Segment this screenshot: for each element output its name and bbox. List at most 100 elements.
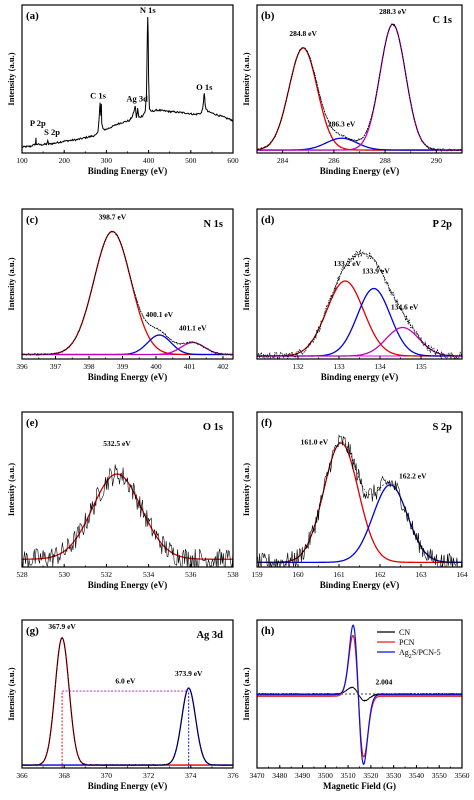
x-tick-label: 398 (83, 362, 95, 371)
g-factor-label: 2.004 (375, 677, 392, 686)
panel-c: 398.7 eV 400.1 eV 401.1 eV N 1s 396 397 398 399… (6, 208, 234, 382)
peak-annotation-1: 161.0 eV (301, 438, 329, 447)
x-tick-label: 399 (117, 362, 129, 371)
x-tick-label: 400 (143, 156, 155, 165)
survey-line (22, 16, 233, 149)
raw-spectrum (22, 230, 233, 357)
fit-envelope (257, 23, 462, 151)
x-tick-label: 100 (16, 156, 28, 165)
y-axis-label: Intensity (a.u.) (241, 667, 251, 720)
plot-area (22, 464, 233, 567)
x-tick-label: 162 (374, 570, 386, 579)
peak-label-n-1s: N 1s (140, 5, 157, 15)
plot-frame (21, 208, 234, 360)
fit-envelope (22, 231, 233, 355)
x-tick-label: 3540 (409, 771, 424, 780)
plot-frame (256, 411, 463, 568)
x-tick-label: 290 (431, 156, 443, 165)
peak-annotation-3: 288.3 eV (379, 7, 407, 16)
peak-annotation-3: 134.6 eV (391, 303, 419, 312)
x-tick-label: 396 (16, 362, 28, 371)
x-tick-label: 600 (227, 156, 239, 165)
peak-label-ag-3d: Ag 3d (126, 94, 148, 104)
panel-letter: (a) (26, 10, 39, 22)
x-tick-label: 163 (415, 570, 427, 579)
plot-area (22, 636, 233, 768)
x-tick-label: 3480 (272, 771, 287, 780)
legend-label: Ag2S/PCN-5 (399, 648, 441, 660)
x-axis-label: Binding Energy (eV) (88, 781, 168, 791)
x-tick-label: 536 (185, 570, 197, 579)
fit-peak-133.85 (257, 287, 462, 357)
panel-title: Ag 3d (196, 630, 223, 641)
panel-f: 161.0 eV 162.2 eV S 2p 159 160 161 162 163 164 Bi… (241, 411, 468, 590)
peak-annotation-1: 398.7 eV (99, 213, 127, 222)
panel-title: N 1s (203, 219, 223, 230)
fit-peak-288.3 (257, 23, 462, 151)
x-tick-label: 159 (251, 570, 263, 579)
x-tick-label: 534 (143, 570, 155, 579)
x-tick-label: 528 (16, 570, 28, 579)
x-tick-label: 366 (16, 771, 28, 780)
y-axis-label: Intensity (a.u.) (241, 52, 251, 105)
raw-spectrum (257, 249, 462, 359)
y-axis-label: Intensity (a.u.) (241, 257, 251, 310)
x-tick-label: 133 (333, 362, 345, 371)
x-tick-label: 372 (143, 771, 155, 780)
x-tick-label: 3500 (318, 771, 333, 780)
series-cn (257, 686, 462, 702)
panel-letter: (e) (26, 417, 39, 429)
panel-letter: (b) (261, 10, 275, 22)
x-axis-label: Binding Energy (eV) (88, 372, 168, 382)
x-tick-label: 286 (328, 156, 340, 165)
y-axis-label: Intensity (a.u.) (241, 463, 251, 516)
x-tick-label: 538 (227, 570, 239, 579)
peak-annotation-2: 162.2 eV (399, 472, 427, 481)
x-tick-label: 164 (456, 570, 468, 579)
panel-letter: (f) (261, 417, 272, 429)
x-tick-label: 300 (101, 156, 113, 165)
y-axis-label: Intensity (a.u.) (6, 257, 16, 310)
x-tick-label: 370 (101, 771, 113, 780)
x-tick-label: 132 (292, 362, 304, 371)
x-tick-label: 200 (59, 156, 71, 165)
peak-annotation-1: 532.5 eV (103, 439, 131, 448)
x-tick-label: 500 (185, 156, 197, 165)
plot-area (22, 230, 233, 357)
x-tick-label: 134 (374, 362, 386, 371)
peak-annotation-2: 400.1 eV (146, 310, 174, 319)
plot-area (22, 16, 233, 149)
x-tick-label: 161 (333, 570, 345, 579)
fit-peak-133.15 (257, 280, 462, 357)
peak-annotation-2: 133.9 eV (362, 267, 390, 276)
panel-g: 367.9 eV 373.9 eV 6.0 eV Ag 3d 366 368 370 372 3… (6, 619, 239, 791)
peak-annotation-2: 373.9 eV (175, 669, 203, 678)
legend-label: CN (399, 628, 410, 637)
fit-peak-532.5 (22, 473, 233, 560)
plot-area (257, 23, 462, 153)
x-tick-label: 400 (150, 362, 162, 371)
x-tick-label: 374 (185, 771, 197, 780)
x-axis-label: Binding Energy (eV) (320, 580, 400, 590)
peak-label-s-2p: S 2p (44, 127, 60, 137)
panel-b: 284.8 eV 286.3 eV 288.3 eV C 1s 284 286 288 290… (241, 4, 463, 176)
fit-peak-161.05 (257, 442, 462, 563)
plot-area (257, 249, 462, 359)
panel-title: S 2p (432, 422, 452, 433)
x-tick-label: 3490 (295, 771, 310, 780)
x-tick-label: 3510 (341, 771, 356, 780)
fit-peak-284.8 (257, 47, 462, 151)
peak-label-c-1s: C 1s (90, 91, 107, 101)
x-tick-label: 532 (101, 570, 113, 579)
legend-label: PCN (399, 638, 415, 647)
plot-frame (21, 619, 234, 769)
peak-annotation-1: 367.9 eV (48, 622, 76, 631)
plot-frame (256, 4, 463, 154)
plot-area (257, 434, 462, 567)
x-tick-label: 376 (227, 771, 239, 780)
panel-title: C 1s (432, 15, 452, 26)
raw-spectrum (22, 464, 233, 567)
peak-label-o-1s: O 1s (196, 82, 213, 92)
